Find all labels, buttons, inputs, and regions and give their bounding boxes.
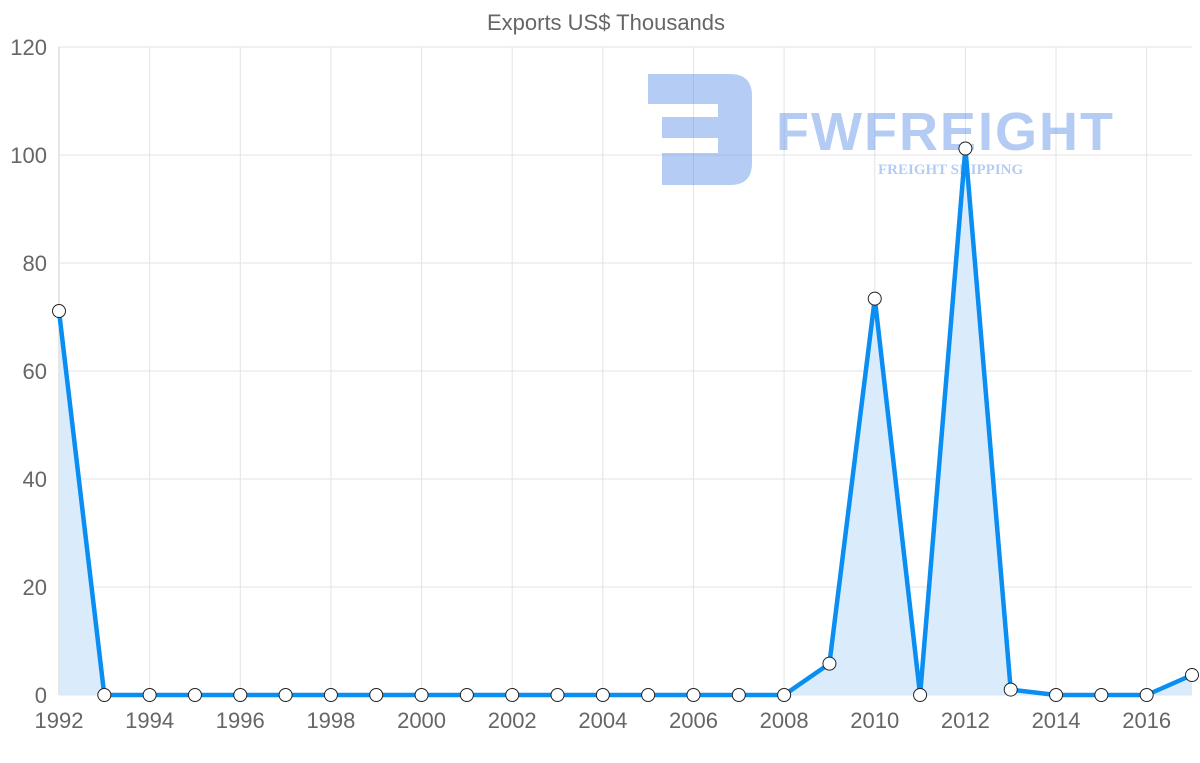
data-point bbox=[958, 141, 973, 156]
data-point bbox=[1185, 668, 1199, 683]
series-line bbox=[56, 146, 1193, 698]
x-tick-label: 2006 bbox=[669, 708, 718, 733]
data-point bbox=[595, 688, 610, 702]
x-tick-label: 2008 bbox=[760, 708, 809, 733]
data-point bbox=[97, 688, 112, 702]
data-point bbox=[278, 688, 293, 702]
series bbox=[52, 141, 1199, 702]
y-tick-label: 120 bbox=[10, 35, 47, 60]
data-point bbox=[1049, 688, 1064, 702]
x-tick-label: 2010 bbox=[850, 708, 899, 733]
x-tick-label: 2000 bbox=[397, 708, 446, 733]
data-point bbox=[369, 688, 384, 702]
y-axis-ticks: 0 20 40 60 80 100 120 bbox=[10, 35, 47, 708]
x-tick-label: 2014 bbox=[1032, 708, 1081, 733]
y-tick-label: 80 bbox=[23, 251, 47, 276]
x-tick-label: 2002 bbox=[488, 708, 537, 733]
data-point bbox=[323, 688, 338, 702]
y-tick-label: 20 bbox=[23, 575, 47, 600]
data-point bbox=[731, 688, 746, 702]
data-point bbox=[505, 688, 520, 702]
x-tick-label: 2016 bbox=[1122, 708, 1171, 733]
data-point bbox=[822, 656, 837, 671]
data-point bbox=[459, 688, 474, 702]
x-tick-label: 2004 bbox=[578, 708, 627, 733]
x-tick-label: 2012 bbox=[941, 708, 990, 733]
x-tick-label: 1998 bbox=[306, 708, 355, 733]
data-point bbox=[867, 291, 882, 306]
y-tick-label: 100 bbox=[10, 143, 47, 168]
data-point bbox=[1003, 682, 1018, 697]
watermark-logo: FWFREIGHT FREIGHT SHIPPING bbox=[648, 74, 1115, 185]
data-point bbox=[187, 688, 202, 702]
watermark-tagline: FREIGHT SHIPPING bbox=[878, 162, 1023, 178]
x-tick-label: 1996 bbox=[216, 708, 265, 733]
data-point bbox=[550, 688, 565, 702]
y-tick-label: 40 bbox=[23, 467, 47, 492]
x-tick-label: 1992 bbox=[35, 708, 84, 733]
chart-title: Exports US$ Thousands bbox=[487, 10, 725, 35]
data-point bbox=[913, 688, 928, 702]
data-point bbox=[233, 688, 248, 702]
fw-logo-icon bbox=[648, 74, 752, 185]
data-point bbox=[777, 688, 792, 702]
data-point bbox=[686, 688, 701, 702]
y-tick-label: 60 bbox=[23, 359, 47, 384]
series-area-fill bbox=[59, 148, 1192, 695]
data-point bbox=[1094, 688, 1109, 702]
data-point bbox=[142, 688, 157, 702]
data-point bbox=[1139, 688, 1154, 702]
watermark-brand: FWFREIGHT bbox=[776, 102, 1115, 162]
x-axis-ticks: 1992 1994 1996 1998 2000 2002 2004 2006 2008 2010… bbox=[35, 708, 1172, 733]
y-tick-label: 0 bbox=[35, 683, 47, 708]
data-point bbox=[641, 688, 656, 702]
data-point bbox=[414, 688, 429, 702]
data-point bbox=[52, 304, 66, 319]
x-tick-label: 1994 bbox=[125, 708, 174, 733]
